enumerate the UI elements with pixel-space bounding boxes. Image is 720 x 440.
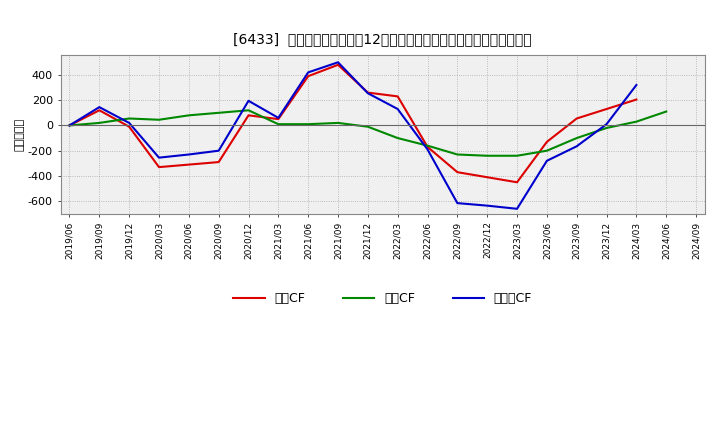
営業CF xyxy=(274,117,283,122)
フリーCF xyxy=(483,203,492,208)
営業CF xyxy=(66,123,74,128)
投資CF xyxy=(423,143,432,148)
投資CF xyxy=(662,109,670,114)
営業CF xyxy=(393,94,402,99)
Line: 投資CF: 投資CF xyxy=(70,110,666,156)
フリーCF xyxy=(453,201,462,206)
投資CF xyxy=(364,124,372,129)
フリーCF xyxy=(95,104,104,110)
フリーCF xyxy=(513,206,521,212)
営業CF xyxy=(125,124,133,129)
投資CF xyxy=(304,121,312,127)
営業CF xyxy=(95,108,104,113)
投資CF xyxy=(244,108,253,113)
Line: フリーCF: フリーCF xyxy=(70,62,636,209)
投資CF xyxy=(543,148,552,154)
営業CF xyxy=(423,144,432,150)
営業CF xyxy=(572,116,581,121)
Y-axis label: （百万円）: （百万円） xyxy=(15,118,25,151)
フリーCF xyxy=(364,91,372,96)
フリーCF xyxy=(66,123,74,128)
営業CF xyxy=(453,169,462,175)
フリーCF xyxy=(632,82,641,88)
投資CF xyxy=(572,136,581,141)
営業CF xyxy=(155,165,163,170)
投資CF xyxy=(453,152,462,157)
フリーCF xyxy=(184,152,193,157)
Legend: 営業CF, 投資CF, フリーCF: 営業CF, 投資CF, フリーCF xyxy=(228,287,537,310)
営業CF xyxy=(304,73,312,79)
営業CF xyxy=(513,180,521,185)
営業CF xyxy=(483,175,492,180)
投資CF xyxy=(393,136,402,141)
フリーCF xyxy=(274,115,283,121)
Line: 営業CF: 営業CF xyxy=(70,65,636,182)
フリーCF xyxy=(543,158,552,163)
営業CF xyxy=(364,90,372,95)
投資CF xyxy=(602,125,611,131)
フリーCF xyxy=(244,98,253,103)
フリーCF xyxy=(304,70,312,75)
投資CF xyxy=(513,153,521,158)
営業CF xyxy=(215,159,223,165)
営業CF xyxy=(184,162,193,167)
フリーCF xyxy=(393,106,402,112)
フリーCF xyxy=(333,60,342,65)
フリーCF xyxy=(423,147,432,152)
Title: [6433]  キャッシュフローの12か月移動合計の対前年同期増減額の推移: [6433] キャッシュフローの12か月移動合計の対前年同期増減額の推移 xyxy=(233,33,532,47)
投資CF xyxy=(125,116,133,121)
フリーCF xyxy=(215,148,223,154)
投資CF xyxy=(155,117,163,122)
営業CF xyxy=(543,139,552,144)
営業CF xyxy=(632,97,641,102)
投資CF xyxy=(632,119,641,124)
営業CF xyxy=(244,113,253,118)
投資CF xyxy=(66,123,74,128)
フリーCF xyxy=(572,143,581,149)
投資CF xyxy=(483,153,492,158)
フリーCF xyxy=(602,121,611,127)
投資CF xyxy=(215,110,223,115)
営業CF xyxy=(602,106,611,112)
フリーCF xyxy=(155,155,163,160)
投資CF xyxy=(95,120,104,125)
営業CF xyxy=(333,62,342,67)
投資CF xyxy=(333,120,342,125)
投資CF xyxy=(184,113,193,118)
投資CF xyxy=(274,121,283,127)
フリーCF xyxy=(125,120,133,125)
